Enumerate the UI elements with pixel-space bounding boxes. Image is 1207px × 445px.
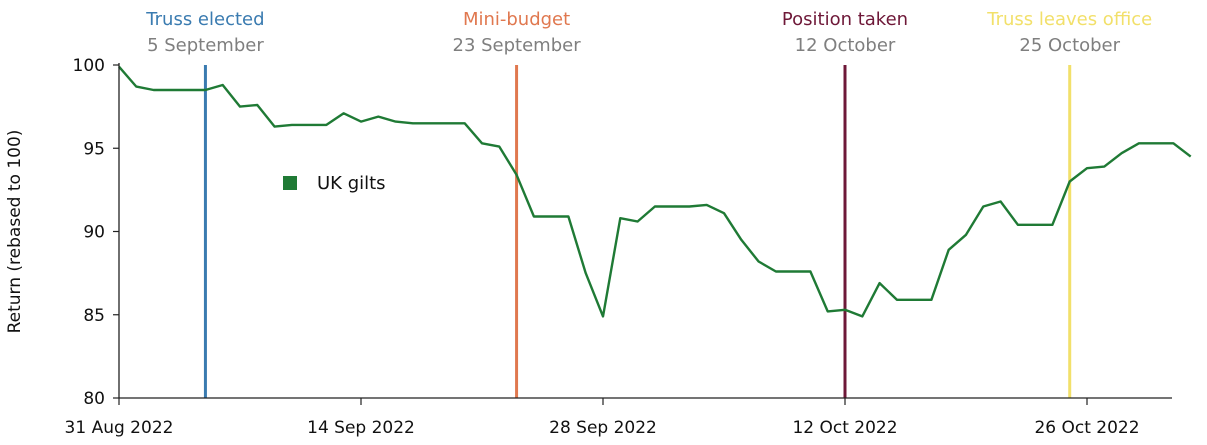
legend: UK gilts [283, 173, 386, 194]
series-line [118, 65, 1192, 318]
event-label: Mini-budget [463, 9, 570, 30]
event-label: Truss leaves office [986, 9, 1152, 30]
series-group [118, 65, 1192, 318]
axes-group: 31 Aug 2022 14 Sep 2022 28 Sep 2022 12 Oct … [65, 63, 1172, 438]
event-label: Truss elected [145, 9, 264, 30]
x-tick-label: 31 Aug 2022 [65, 418, 174, 438]
y-tick-label: 90 [83, 223, 105, 243]
y-tick-label: 80 [83, 389, 105, 409]
legend-swatch [283, 176, 297, 190]
legend-label: UK gilts [317, 173, 386, 194]
x-tick-label: 26 Oct 2022 [1034, 418, 1139, 438]
event-markers: Truss elected 5 September Mini-budget 23 Se… [145, 9, 1152, 398]
x-tick-label: 28 Sep 2022 [549, 418, 657, 438]
y-tick-label: 100 [73, 56, 105, 76]
y-tick-label: 95 [83, 139, 105, 159]
event-date-label: 25 October [1019, 35, 1120, 56]
x-tick-label: 12 Oct 2022 [792, 418, 897, 438]
y-tick-label: 85 [83, 306, 105, 326]
y-axis-group: 80 85 90 95 100 [73, 56, 119, 409]
y-axis-title: Return (rebased to 100) [5, 130, 25, 334]
x-tick-label: 14 Sep 2022 [307, 418, 415, 438]
event-date-label: 5 September [147, 35, 264, 56]
event-label: Position taken [782, 9, 908, 30]
event-date-label: 23 September [453, 35, 582, 56]
event-date-label: 12 October [795, 35, 896, 56]
